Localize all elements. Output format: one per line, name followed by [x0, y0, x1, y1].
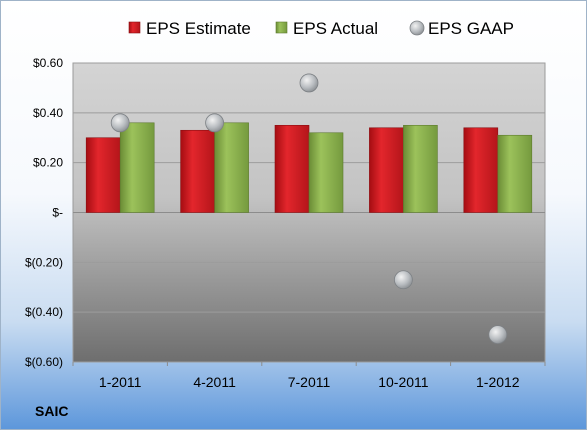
estimate-bar: [180, 129, 215, 213]
legend: EPS Estimate EPS Actual EPS GAAP: [128, 19, 514, 38]
y-tick-label: $(0.20): [25, 255, 63, 269]
y-tick-label: $(0.40): [25, 305, 63, 319]
y-axis: $0.60 $0.40 $0.20 $- $(0.20) $(0.40) $(0.60): [25, 56, 63, 369]
x-tick-label: 1-2012: [476, 374, 520, 390]
x-axis: 1-2011 4-2011 7-2011 10-2011 1-2012: [72, 362, 546, 390]
x-tick-label: 1-2011: [99, 374, 142, 390]
actual-bar: [403, 124, 438, 213]
estimate-bar: [463, 127, 499, 213]
legend-label: EPS Actual: [293, 19, 378, 38]
legend-estimate: EPS Estimate: [128, 19, 251, 38]
company-label: SAIC: [35, 403, 69, 419]
x-tick-label: 10-2011: [378, 374, 429, 390]
y-tick-label: $0.60: [33, 56, 63, 70]
gaap-marker: [393, 270, 413, 290]
gridlines: [73, 62, 545, 363]
gaap-marker: [110, 113, 130, 133]
y-tick-label: $0.20: [33, 156, 63, 170]
estimate-bar: [274, 124, 310, 213]
actual-bar: [308, 132, 344, 213]
estimate-bar: [369, 127, 404, 213]
legend-swatch: [275, 21, 288, 34]
gaap-marker: [205, 113, 225, 133]
actual-bar: [119, 122, 155, 213]
y-tick-label: $0.40: [33, 106, 63, 120]
estimate-bar: [85, 137, 121, 213]
y-tick-label: $(0.60): [25, 355, 63, 369]
bars: [85, 122, 533, 213]
gaap-marker: [299, 73, 319, 93]
legend-swatch: [409, 20, 425, 36]
gaap-marker: [488, 325, 508, 344]
legend-label: EPS Estimate: [146, 19, 251, 38]
legend-swatch: [128, 21, 141, 34]
actual-bar: [497, 134, 533, 213]
y-tick-label: $-: [52, 206, 63, 220]
actual-bar: [214, 122, 249, 213]
legend-gaap: EPS GAAP: [409, 19, 514, 38]
gaap-markers: [110, 73, 508, 344]
legend-label: EPS GAAP: [428, 19, 514, 38]
legend-actual: EPS Actual: [275, 19, 378, 38]
x-tick-label: 7-2011: [288, 374, 331, 390]
x-tick-label: 4-2011: [193, 374, 236, 390]
